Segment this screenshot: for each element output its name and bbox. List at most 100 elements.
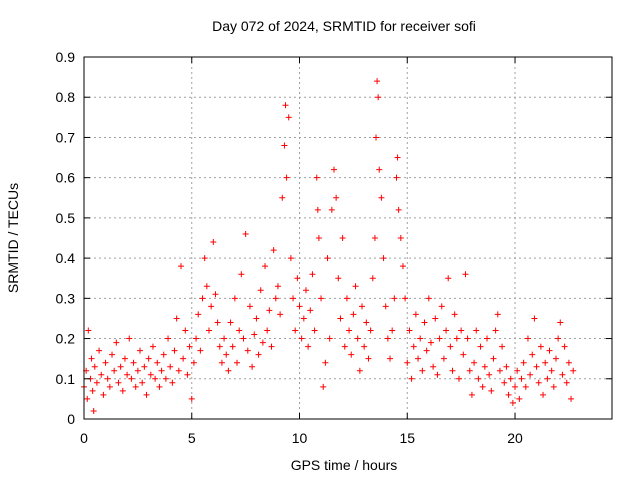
data-point xyxy=(89,387,96,394)
data-point xyxy=(149,343,156,350)
data-point xyxy=(445,275,452,282)
data-point xyxy=(285,114,292,121)
data-point xyxy=(141,363,148,370)
data-point xyxy=(152,375,159,382)
data-point xyxy=(296,303,303,310)
data-point xyxy=(333,194,340,201)
data-point xyxy=(550,383,557,390)
data-point xyxy=(188,395,195,402)
data-point xyxy=(387,355,394,362)
data-point xyxy=(531,315,538,322)
data-point xyxy=(311,327,318,334)
data-point xyxy=(540,391,547,398)
data-point xyxy=(113,339,120,346)
data-point xyxy=(102,359,109,366)
data-point xyxy=(84,395,91,402)
x-tick-label: 0 xyxy=(80,430,88,446)
data-point xyxy=(546,347,553,354)
data-point xyxy=(212,291,219,298)
data-point xyxy=(443,327,450,334)
data-point xyxy=(154,359,161,366)
data-point xyxy=(501,379,508,386)
data-point xyxy=(352,283,359,290)
data-point xyxy=(156,383,163,390)
data-point xyxy=(496,367,503,374)
data-point xyxy=(361,343,368,350)
data-point xyxy=(190,359,197,366)
y-tick-label: 0.4 xyxy=(56,250,76,266)
data-point xyxy=(412,311,419,318)
data-point xyxy=(449,367,456,374)
data-point xyxy=(419,367,426,374)
data-point xyxy=(354,335,361,342)
data-point xyxy=(484,335,491,342)
data-point xyxy=(499,343,506,350)
y-tick-label: 0.1 xyxy=(56,371,76,387)
data-point xyxy=(432,315,439,322)
data-point xyxy=(524,335,531,342)
data-point xyxy=(557,319,564,326)
data-point xyxy=(126,335,133,342)
data-point xyxy=(309,271,316,278)
data-point xyxy=(195,311,202,318)
data-point xyxy=(259,339,266,346)
data-point xyxy=(162,375,169,382)
data-point xyxy=(314,206,321,213)
data-point xyxy=(197,347,204,354)
data-point xyxy=(119,387,126,394)
data-point xyxy=(277,311,284,318)
data-point xyxy=(468,391,475,398)
data-point xyxy=(339,235,346,241)
data-point xyxy=(421,319,428,326)
data-point xyxy=(563,379,570,386)
data-point xyxy=(115,379,122,386)
data-point xyxy=(223,351,230,358)
data-point xyxy=(244,347,251,354)
data-point xyxy=(315,235,322,241)
data-point xyxy=(324,255,331,262)
data-point xyxy=(527,371,534,378)
data-point xyxy=(512,383,519,390)
data-point xyxy=(292,327,299,334)
grid xyxy=(84,57,612,419)
data-point xyxy=(96,347,103,354)
data-point xyxy=(175,367,182,374)
data-point xyxy=(423,347,430,354)
data-point xyxy=(270,247,277,254)
data-point xyxy=(492,327,499,334)
data-point xyxy=(193,335,200,342)
data-point xyxy=(415,355,422,362)
data-point xyxy=(227,319,234,326)
data-point xyxy=(436,335,443,342)
data-point xyxy=(124,371,131,378)
data-point xyxy=(246,303,253,310)
data-point xyxy=(330,166,337,173)
data-point xyxy=(479,383,486,390)
axis-ticks: 0 0.1 0.2 0.3 0.4 0.5 0.6 0.7 0.8 0.9 0 5 10 15 20 xyxy=(56,49,612,446)
data-point xyxy=(320,383,327,390)
data-point xyxy=(302,287,309,294)
data-point xyxy=(466,367,473,374)
data-point xyxy=(251,331,258,338)
data-point xyxy=(518,375,525,382)
data-point xyxy=(509,399,516,406)
data-point xyxy=(282,102,289,109)
data-point xyxy=(434,371,441,378)
data-point xyxy=(516,395,523,402)
data-point xyxy=(522,383,529,390)
x-tick-label: 15 xyxy=(399,430,415,446)
data-point xyxy=(180,355,187,362)
data-point xyxy=(177,263,184,270)
x-tick-label: 5 xyxy=(188,430,196,446)
data-point xyxy=(376,166,383,173)
data-point xyxy=(404,359,411,366)
data-point xyxy=(335,275,342,282)
data-point xyxy=(182,327,189,334)
data-point xyxy=(229,343,236,350)
data-point xyxy=(214,319,221,326)
data-point xyxy=(322,359,329,366)
data-point xyxy=(393,174,400,181)
data-point xyxy=(199,295,206,302)
data-point xyxy=(167,363,174,370)
data-point xyxy=(221,335,228,342)
